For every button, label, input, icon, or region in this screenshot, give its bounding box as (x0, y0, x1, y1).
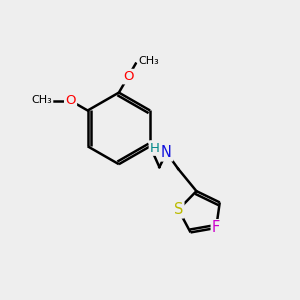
Text: N: N (161, 145, 172, 160)
Text: H: H (150, 142, 160, 154)
Text: O: O (65, 94, 76, 107)
Text: O: O (123, 70, 134, 83)
Text: CH₃: CH₃ (139, 56, 159, 66)
Text: F: F (212, 220, 220, 236)
Text: CH₃: CH₃ (31, 94, 52, 104)
Text: S: S (174, 202, 183, 217)
